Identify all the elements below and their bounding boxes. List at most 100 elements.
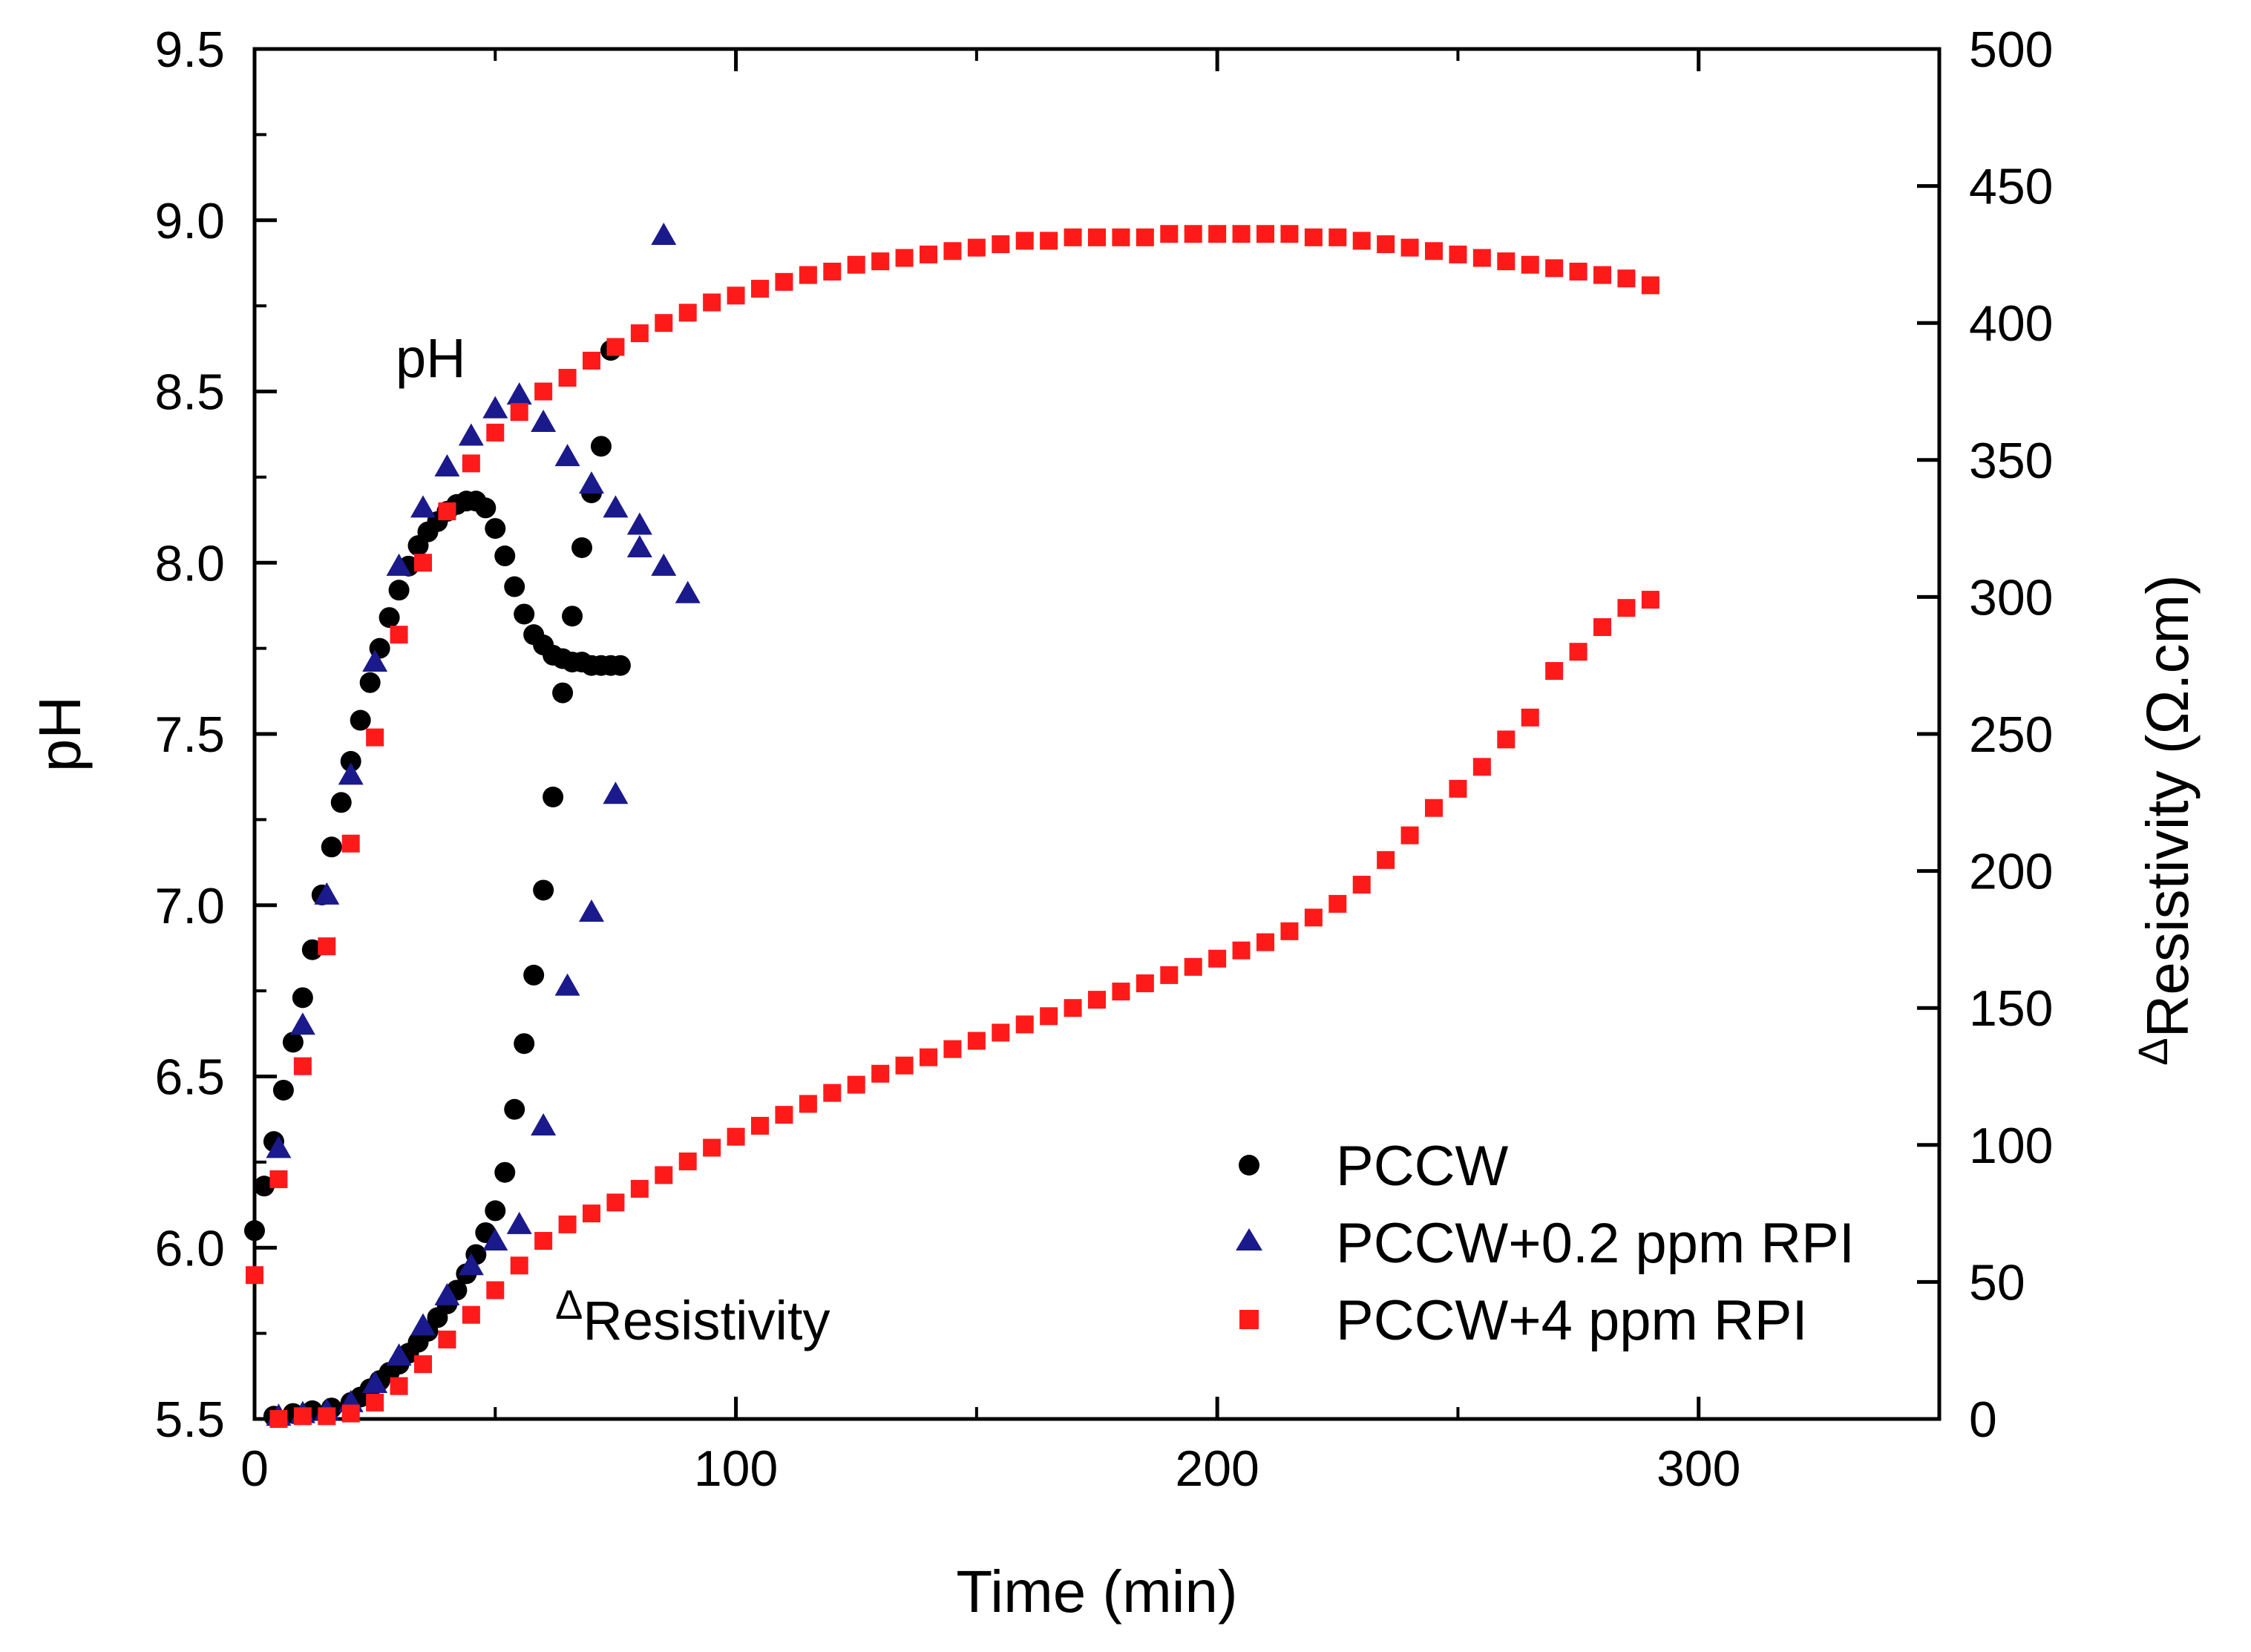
pccw-4-ppm-rpi-ph-point [1328,228,1347,246]
axis-ticks: 0 100 200 300 5.5 6.0 6.5 7.0 7.5 8.0 8.5 9.0 9.5 0 50… [154,22,2053,1497]
pccw-4-ppm-rpi-ph-point [486,423,505,442]
pccw-resistivity-point [485,1200,506,1222]
pccw-4-ppm-rpi-ph-point [1593,266,1611,284]
pccw-0-2-ppm-rpi-ph-point [579,471,604,494]
y-tick-label: 9.0 [154,193,225,249]
pccw-ph-point [494,545,516,567]
y-axis-label: pH [27,696,93,772]
y-tick-label: 9.5 [154,22,225,78]
pccw-ph-point [388,580,410,601]
pccw-4-ppm-rpi-resistivity-point [967,1032,986,1050]
pccw-4-ppm-rpi-ph-point [1256,225,1274,243]
pccw-4-ppm-rpi-resistivity-point [1136,974,1154,992]
pccw-4-ppm-rpi-resistivity-point [606,1193,625,1212]
pccw-ph-point [504,576,525,597]
pccw-4-ppm-rpi-ph-point [1304,228,1323,246]
pccw-4-ppm-rpi-ph-point [1015,232,1034,250]
pccw-ph-point [321,836,342,858]
pccw-ph-point [514,603,535,625]
pccw-4-ppm-rpi-resistivity-point [727,1127,745,1146]
pccw-4-ppm-rpi-resistivity-point [414,1355,432,1374]
y2-tick-label: 50 [1969,1254,2025,1311]
pccw-resistivity-point [571,537,593,558]
pccw-4-ppm-rpi-ph-point [1472,249,1491,267]
pccw-ph-point [350,709,371,731]
pccw-0-2-ppm-rpi-resistivity-point [651,223,677,246]
pccw-resistivity-point [562,606,583,627]
y-tick-label: 7.0 [154,878,225,934]
pccw-4-ppm-rpi-ph-point [775,272,793,291]
y-tick-label: 7.5 [154,707,225,763]
pccw-4-ppm-rpi-resistivity-point [1015,1015,1034,1034]
pccw-0-2-ppm-rpi-ph-point [314,882,340,905]
pccw-4-ppm-rpi-ph-point [414,554,432,572]
pccw-0-2-ppm-rpi-ph-point [651,553,677,576]
pccw-4-ppm-rpi-resistivity-point [630,1179,649,1198]
pccw-4-ppm-rpi-resistivity-point [920,1048,937,1066]
pccw-4-ppm-rpi-ph-point [1112,228,1130,246]
y2-tick-label: 200 [1969,844,2053,900]
y2-tick-label: 350 [1969,433,2053,489]
pccw-4-ppm-rpi-resistivity-point [534,1232,553,1251]
pccw-4-ppm-rpi-ph-point [1641,276,1659,295]
pccw-4-ppm-rpi-ph-point [438,502,456,521]
y2-tick-label: 450 [1969,159,2053,215]
pccw-4-ppm-rpi-ph-point [943,242,962,260]
pccw-4-ppm-rpi-resistivity-point [895,1056,914,1075]
pccw-4-ppm-rpi-resistivity-point [1280,922,1299,940]
x-axis-label: Time (min) [956,1558,1237,1625]
pccw-4-ppm-rpi-resistivity-point [1569,643,1588,661]
pccw-4-ppm-rpi-resistivity-point [847,1075,865,1094]
pccw-4-ppm-rpi-ph-point [1136,228,1154,246]
pccw-4-ppm-rpi-ph-point [341,834,360,853]
y2-tick-label: 150 [1969,980,2053,1037]
pccw-4-ppm-rpi-resistivity-point [462,1305,480,1324]
pccw-4-ppm-rpi-resistivity-point [1112,983,1130,1001]
pccw-0-2-ppm-rpi-resistivity-point [434,1282,460,1305]
pccw-4-ppm-rpi-resistivity-point [390,1377,408,1395]
pccw-4-ppm-rpi-ph-point [799,266,817,284]
y2-tick-label: 250 [1969,707,2053,763]
pccw-4-ppm-rpi-resistivity-point [1208,949,1227,968]
pccw-4-ppm-rpi-ph-point [583,351,600,370]
pccw-4-ppm-rpi-resistivity-point [583,1204,600,1223]
pccw-resistivity-point [504,1098,525,1120]
pccw-0-2-ppm-rpi-ph-point [554,444,580,467]
legend: PCCW PCCW+0.2 ppm RPI PCCW+4 ppm RPI [1236,1135,1855,1352]
pccw-4-ppm-rpi-resistivity-point [655,1166,673,1184]
pccw-ph-point [475,497,497,519]
pccw-ph-point [330,792,352,813]
pccw-4-ppm-rpi-ph-point [1280,225,1299,243]
pccw-0-2-ppm-rpi-ph-point [482,396,508,419]
x-tick-label: 300 [1657,1440,1740,1497]
pccw-4-ppm-rpi-ph-point [678,304,697,322]
pccw-4-ppm-rpi-resistivity-point [1304,908,1323,927]
pccw-ph-point [301,939,323,960]
legend-label-pccw-0-2-ppm-rpi: PCCW+0.2 ppm RPI [1336,1212,1855,1275]
pccw-0-2-ppm-rpi-resistivity-point [554,973,580,996]
pccw-4-ppm-rpi-ph-point [534,382,553,401]
y-tick-label: 8.0 [154,535,225,591]
x-tick-label: 0 [240,1440,269,1497]
pccw-4-ppm-rpi-ph-point [1569,262,1588,281]
pccw-4-ppm-rpi-ph-point [1425,242,1443,260]
pccw-4-ppm-rpi-resistivity-point [1352,876,1371,894]
legend-marker-pccw-4-ppm-rpi [1239,1310,1259,1329]
pccw-resistivity-point [543,786,564,807]
pccw-4-ppm-rpi-ph-point [1449,245,1467,263]
pccw-4-ppm-rpi-resistivity-point [678,1152,697,1170]
pccw-4-ppm-rpi-ph-point [606,338,625,356]
y-tick-label: 8.5 [154,364,225,421]
pccw-4-ppm-rpi-resistivity-point [1472,758,1491,776]
pccw-4-ppm-rpi-resistivity-point [871,1064,890,1083]
pccw-4-ppm-rpi-ph-point [390,626,408,644]
pccw-4-ppm-rpi-ph-point [920,245,937,263]
pccw-4-ppm-rpi-resistivity-point [438,1330,456,1348]
pccw-0-2-ppm-rpi-ph-point [386,553,412,576]
resistivity-annotation: ΔResistivity [555,1281,830,1351]
pccw-4-ppm-rpi-ph-point [727,286,745,305]
y2-axis-label-prefix: Δ [2129,1038,2176,1065]
pccw-4-ppm-rpi-ph-point [269,1170,288,1188]
pccw-0-2-ppm-rpi-resistivity-point [531,1112,557,1135]
